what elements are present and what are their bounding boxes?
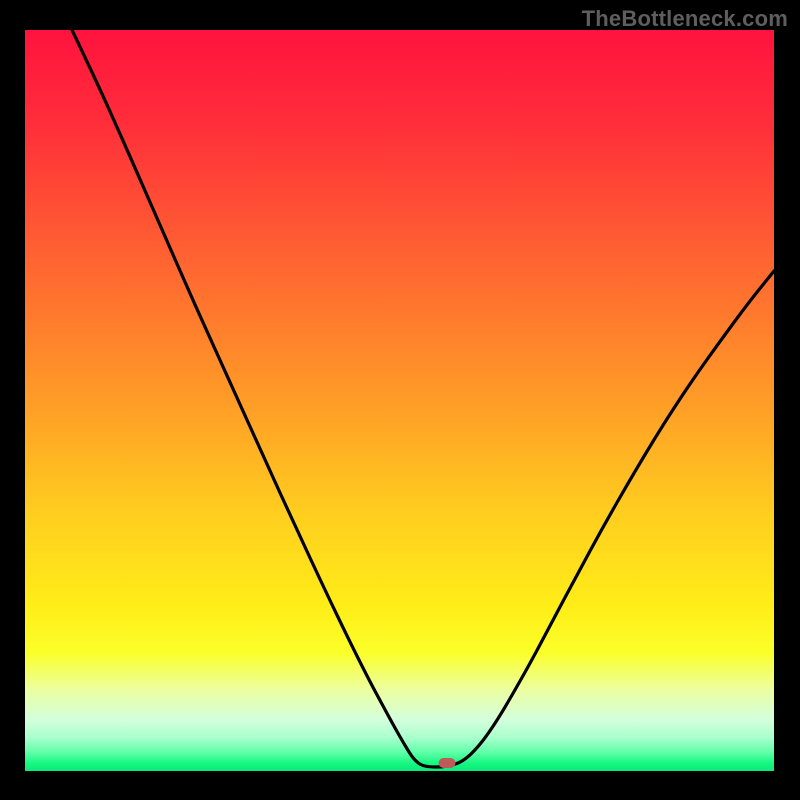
chart-frame: TheBottleneck.com bbox=[0, 0, 800, 800]
watermark-text: TheBottleneck.com bbox=[582, 6, 788, 32]
bottleneck-marker bbox=[439, 758, 456, 768]
chart-background bbox=[25, 30, 774, 771]
plot-area bbox=[25, 30, 774, 771]
bottleneck-chart-svg bbox=[25, 30, 774, 771]
